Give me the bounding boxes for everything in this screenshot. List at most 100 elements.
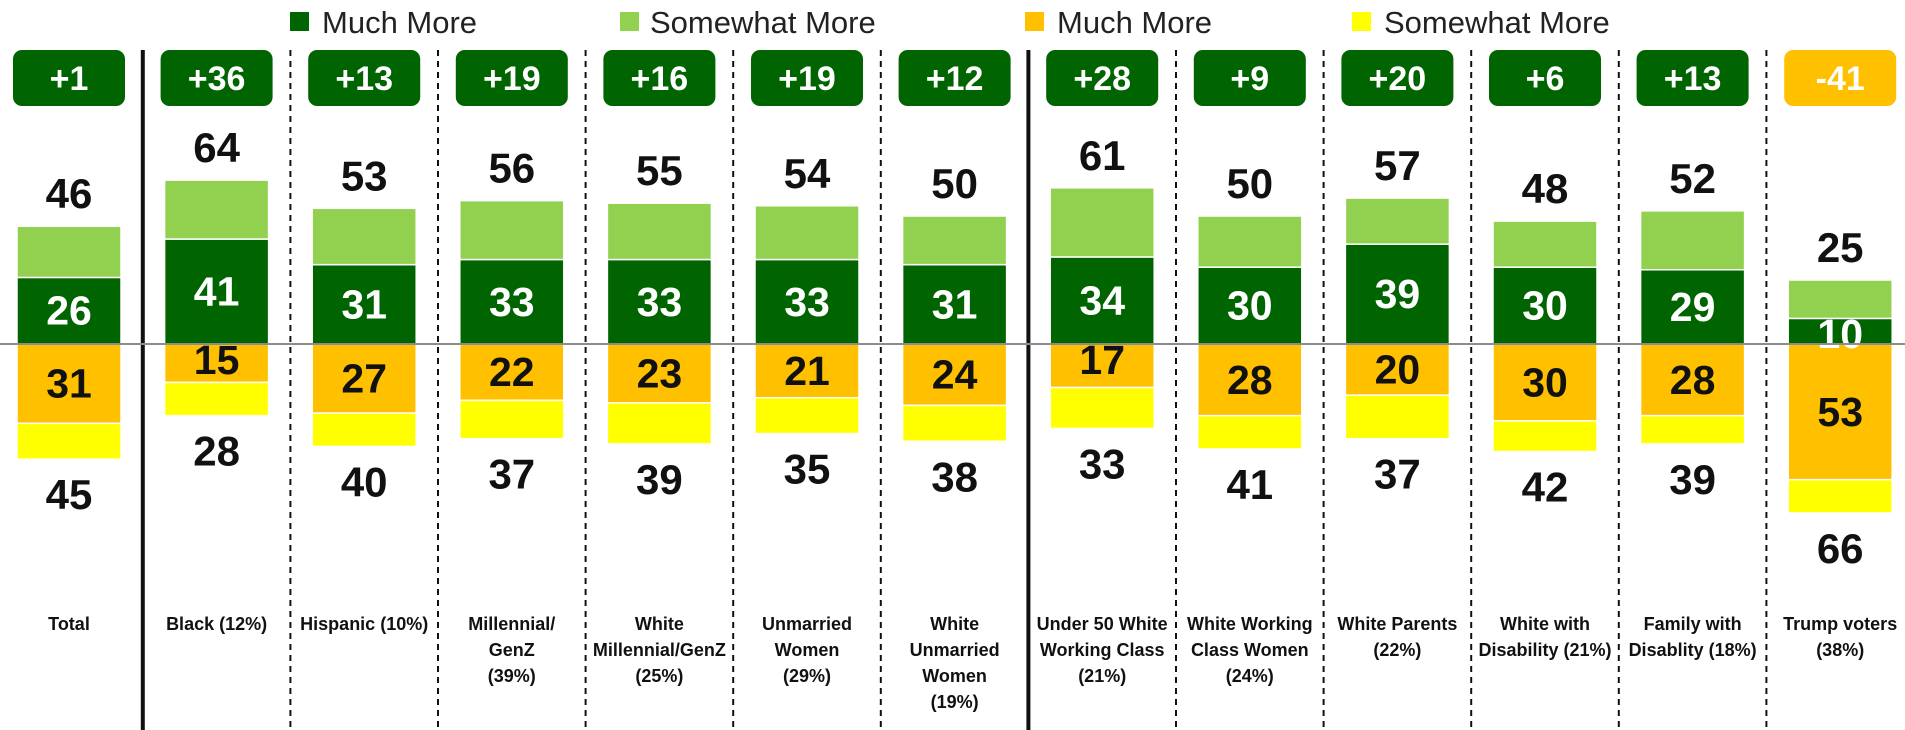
bar-somewhat-more-positive-2: [163, 179, 270, 240]
net-badge-6: [751, 50, 863, 106]
bar-somewhat-more-positive-9: [1197, 215, 1303, 268]
label-much-more-positive-1: 26: [46, 288, 92, 334]
bar-much-more-positive-7: [901, 263, 1008, 345]
category-label-4-line-3: (39%): [488, 666, 536, 686]
bar-somewhat-more-positive-13: [1787, 279, 1893, 320]
bar-much-more-positive-6: [754, 258, 860, 345]
bar-much-more-positive-4: [459, 258, 565, 345]
bar-somewhat-more-positive-5: [606, 202, 713, 261]
label-negative-total-8: 33: [1079, 440, 1126, 487]
label-much-more-negative-13: 53: [1817, 389, 1863, 435]
category-label-5-line-2: Millennial/GenZ: [593, 640, 726, 660]
label-much-more-positive-8: 34: [1079, 277, 1125, 323]
bar-somewhat-more-negative-13: [1787, 478, 1893, 514]
bar-much-more-positive-13: [1787, 317, 1893, 345]
label-much-more-negative-6: 21: [784, 348, 830, 394]
bar-somewhat-more-positive-3: [311, 207, 417, 266]
category-label-5-line-3: (25%): [635, 666, 683, 686]
net-badge-label-2: +36: [188, 60, 246, 98]
bar-somewhat-more-negative-1: [16, 422, 122, 460]
bar-somewhat-more-positive-4: [459, 199, 565, 261]
category-label-8-line-1: Under 50 White: [1037, 614, 1168, 634]
label-negative-total-13: 66: [1817, 525, 1864, 572]
legend-swatch-3: [1025, 12, 1044, 31]
bar-somewhat-more-positive-10: [1344, 197, 1451, 245]
bar-somewhat-more-positive-8: [1049, 187, 1155, 258]
bar-much-more-positive-10: [1344, 243, 1451, 345]
net-badge-label-7: +12: [926, 60, 984, 98]
bar-much-more-positive-1: [16, 276, 122, 345]
label-negative-total-11: 42: [1522, 464, 1569, 511]
label-positive-total-2: 64: [193, 124, 240, 171]
net-badge-label-3: +13: [335, 60, 393, 98]
label-much-more-positive-13: 10: [1817, 311, 1863, 357]
legend-label-3: Much More: [1057, 5, 1212, 40]
label-negative-total-10: 37: [1374, 451, 1421, 498]
label-negative-total-9: 41: [1226, 461, 1273, 508]
label-negative-total-4: 37: [488, 451, 535, 498]
category-label-10-line-1: White Parents: [1337, 614, 1457, 634]
label-much-more-positive-2: 41: [194, 269, 240, 315]
label-much-more-positive-11: 30: [1522, 283, 1568, 329]
category-label-13-line-2: (38%): [1816, 640, 1864, 660]
bar-somewhat-more-negative-5: [606, 402, 713, 445]
category-label-4-line-1: Millennial/: [468, 614, 555, 634]
category-label-6-line-1: Unmarried: [762, 614, 852, 634]
bar-much-more-negative-5: [606, 343, 713, 404]
category-label-5-line-1: White: [635, 614, 684, 634]
label-much-more-positive-12: 29: [1670, 284, 1716, 330]
net-badge-label-12: +13: [1664, 60, 1722, 98]
label-much-more-positive-4: 33: [489, 279, 535, 325]
bar-somewhat-more-negative-4: [459, 399, 565, 440]
bar-much-more-negative-3: [311, 343, 417, 414]
label-negative-total-12: 39: [1669, 456, 1716, 503]
label-positive-total-1: 46: [46, 170, 93, 217]
label-negative-total-3: 40: [341, 458, 388, 505]
bar-much-more-negative-11: [1492, 343, 1598, 422]
legend-label-4: Somewhat More: [1384, 5, 1610, 40]
label-positive-total-7: 50: [931, 160, 978, 207]
category-label-7-line-3: Women: [922, 666, 987, 686]
net-badge-label-10: +20: [1369, 60, 1427, 98]
bar-much-more-negative-4: [459, 343, 565, 402]
net-badge-2: [160, 50, 273, 106]
label-negative-total-2: 28: [193, 428, 240, 475]
category-label-6-line-3: (29%): [783, 666, 831, 686]
category-label-9-line-3: (24%): [1226, 666, 1274, 686]
bar-somewhat-more-positive-12: [1639, 210, 1746, 271]
category-label-8-line-2: Working Class: [1040, 640, 1165, 660]
category-label-7-line-1: White: [930, 614, 979, 634]
label-negative-total-7: 38: [931, 453, 978, 500]
bar-much-more-negative-6: [754, 343, 860, 399]
net-badge-label-8: +28: [1073, 60, 1131, 98]
label-much-more-negative-9: 28: [1227, 357, 1273, 403]
bar-somewhat-more-positive-1: [16, 225, 122, 279]
label-much-more-negative-1: 31: [46, 361, 92, 407]
net-badge-11: [1489, 50, 1601, 106]
label-positive-total-8: 61: [1079, 132, 1126, 179]
category-label-8-line-3: (21%): [1078, 666, 1126, 686]
label-much-more-negative-11: 30: [1522, 359, 1568, 405]
label-much-more-negative-5: 23: [637, 350, 683, 396]
net-badge-label-5: +16: [631, 60, 689, 98]
net-badge-10: [1341, 50, 1454, 106]
legend-swatch-1: [290, 12, 309, 31]
bar-somewhat-more-negative-3: [311, 412, 417, 448]
label-positive-total-9: 50: [1226, 160, 1273, 207]
label-much-more-positive-7: 31: [932, 281, 978, 327]
bar-somewhat-more-positive-6: [754, 205, 860, 261]
legend-swatch-4: [1352, 12, 1371, 31]
bar-much-more-negative-1: [16, 343, 122, 425]
category-label-7-line-2: Unmarried: [910, 640, 1000, 660]
label-negative-total-5: 39: [636, 456, 683, 503]
net-badge-5: [603, 50, 716, 106]
category-label-11-line-2: Disability (21%): [1478, 640, 1611, 660]
bar-much-more-negative-10: [1344, 343, 1451, 396]
bar-somewhat-more-negative-8: [1049, 386, 1155, 430]
category-label-7-line-4: (19%): [931, 692, 979, 712]
label-positive-total-5: 55: [636, 147, 683, 194]
net-badge-1: [13, 50, 125, 106]
bar-much-more-negative-13: [1787, 343, 1893, 481]
label-much-more-negative-4: 22: [489, 349, 535, 395]
bar-much-more-negative-8: [1049, 343, 1155, 389]
